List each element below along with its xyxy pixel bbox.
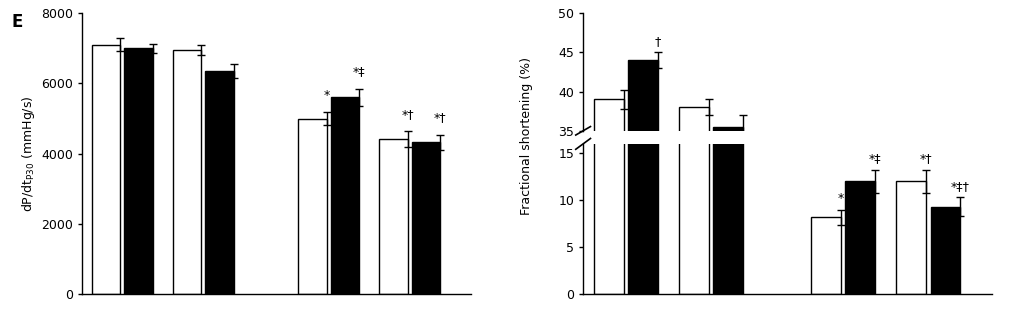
- Bar: [896, 311, 926, 327]
- Bar: [896, 181, 926, 294]
- Bar: [811, 217, 841, 294]
- Text: *‡: *‡: [353, 65, 365, 78]
- Bar: [593, 99, 624, 327]
- Text: *†: *†: [920, 152, 933, 165]
- Bar: [679, 0, 709, 294]
- Bar: [628, 60, 658, 327]
- Text: *†: *†: [401, 108, 414, 121]
- Text: *‡: *‡: [869, 152, 882, 165]
- Bar: [125, 48, 152, 294]
- Bar: [330, 97, 359, 294]
- Bar: [713, 127, 743, 327]
- Bar: [713, 0, 743, 294]
- Bar: [173, 50, 202, 294]
- Bar: [845, 181, 875, 294]
- Text: E: E: [12, 13, 24, 31]
- Bar: [628, 0, 658, 294]
- Text: *†: *†: [434, 111, 446, 124]
- Bar: [593, 0, 624, 294]
- Y-axis label: dP/dt$_\mathrm{P30}$ (mmHg/s): dP/dt$_\mathrm{P30}$ (mmHg/s): [19, 95, 37, 212]
- Text: Fractional shortening (%): Fractional shortening (%): [521, 57, 533, 215]
- Text: F: F: [526, 0, 537, 2]
- Bar: [931, 207, 961, 294]
- Bar: [380, 139, 408, 294]
- Text: *: *: [323, 89, 330, 102]
- Bar: [679, 107, 709, 327]
- Text: *‡†: *‡†: [950, 180, 970, 193]
- Bar: [92, 45, 121, 294]
- Text: †: †: [655, 35, 661, 48]
- Bar: [299, 118, 326, 294]
- Bar: [206, 71, 233, 294]
- Bar: [412, 143, 440, 294]
- Text: *: *: [838, 192, 844, 205]
- Bar: [845, 311, 875, 327]
